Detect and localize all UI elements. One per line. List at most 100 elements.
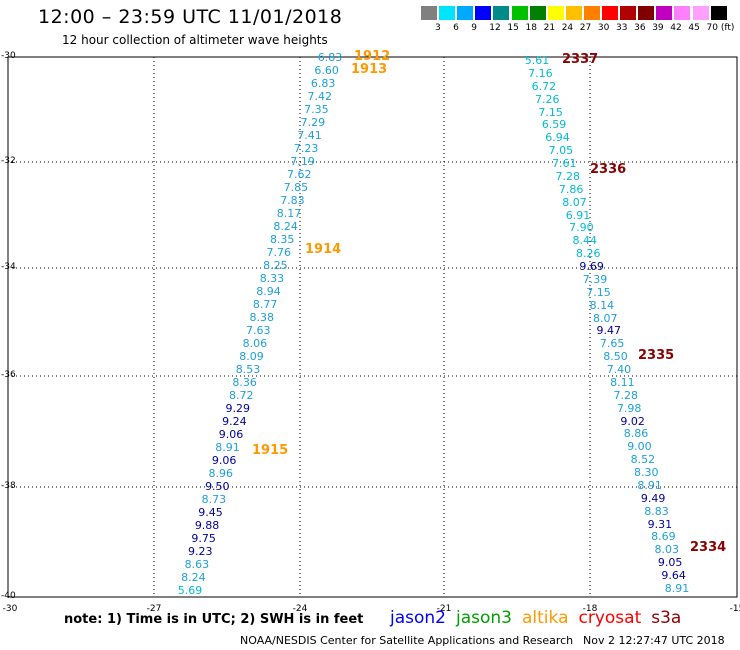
generated-timestamp: Nov 2 12:27:47 UTC 2018 [583,634,725,647]
color-swatch [620,6,637,20]
pass-number-label: 2334 [690,540,727,555]
wave-height-value: 9.49 [640,491,666,505]
color-scale-label: 39 [652,23,664,33]
wave-height-value: 7.40 [606,363,632,377]
wave-height-value: 7.62 [287,168,312,181]
wave-height-value: 7.16 [528,66,553,80]
wave-height-value: 8.38 [249,311,274,324]
wave-height-value: 8.72 [228,389,254,402]
wave-height-value: 7.63 [246,324,271,337]
wave-height-value: 9.69 [579,260,604,274]
color-swatch [457,6,474,20]
wave-height-value: 8.91 [664,582,690,595]
wave-height-value: 8.91 [637,478,662,492]
wave-height-value: 8.03 [654,543,680,557]
pass-number-label: 1914 [305,242,342,257]
longitude-label: -15 [729,604,740,614]
color-swatch [602,6,618,20]
wave-height-value: 7.05 [548,144,574,158]
wave-height-value: 8.94 [256,285,281,298]
wave-height-value: 8.09 [239,350,264,363]
wave-height-value: 8.06 [242,337,268,350]
wave-height-value: 8.96 [208,467,233,480]
longitude-label: -18 [582,604,598,614]
wave-height-value: 9.64 [661,569,686,583]
wave-height-value: 7.23 [293,142,319,155]
color-scale-label: 33 [616,23,628,33]
color-swatch [529,6,546,20]
color-swatch [439,6,456,20]
wave-height-value: 8.50 [603,350,628,364]
wave-height-value: 9.00 [627,440,652,454]
legend-jason3: jason3 [456,608,512,628]
wave-height-value: 8.77 [252,298,278,311]
wave-height-value: 8.26 [575,247,601,261]
wave-height-value: 7.86 [558,182,584,196]
color-swatch [511,6,528,20]
longitude-label: -30 [2,604,18,614]
color-scale-label: 70 (ft) [706,23,735,33]
wave-height-value: 8.30 [634,466,659,480]
color-swatch [493,6,510,20]
wave-height-value: 8.91 [215,441,240,454]
color-scale-label: 9 [471,23,477,33]
latitude-label: -30 [1,51,16,61]
wave-height-value: 8.63 [184,558,210,571]
wave-height-value: 8.14 [589,298,615,312]
pass-number-label: 2337 [562,52,599,67]
wave-height-value: 8.69 [651,530,676,544]
color-scale-label: 24 [561,23,574,33]
wave-height-value: 9.31 [647,517,673,531]
color-swatch [475,6,492,20]
wave-height-value: 6.72 [531,79,557,93]
wave-height-value: 8.73 [201,493,227,506]
color-scale-label: 3 [435,23,441,33]
wave-height-value: 6.83 [317,51,343,64]
longitude-label: -27 [146,604,162,614]
pass-number-label: 1912 [354,49,391,64]
wave-height-value: 7.15 [586,285,611,299]
color-swatch [547,6,564,20]
wave-height-value: 7.28 [555,169,580,183]
wave-height-value: 9.23 [187,545,213,558]
legend-cryosat: cryosat [578,608,642,628]
wave-height-value: 7.26 [534,92,560,106]
wave-height-value: 8.07 [593,311,618,325]
lat-lon-grid [8,57,737,597]
color-scale-label: 18 [525,23,537,33]
wave-height-value: 6.83 [310,77,336,90]
latitude-label: -34 [1,262,16,272]
color-swatch [565,6,582,20]
wave-height-value: 7.76 [266,246,292,259]
longitude-label: -21 [436,604,452,614]
wave-height-value: 9.29 [225,402,251,415]
plot-border [7,56,738,598]
wave-height-value: 7.61 [552,157,577,171]
color-swatch [674,6,691,20]
color-scale-label: 30 [597,23,610,33]
pass-number-label: 2335 [638,348,675,363]
page-title: 12:00 – 23:59 UTC 11/01/2018 [38,6,343,28]
wave-height-value: 8.36 [232,376,257,389]
legend-altika: altika [522,608,569,628]
wave-height-value: 8.25 [263,259,288,272]
wave-height-value: 7.19 [290,155,315,168]
color-scale-label: 12 [489,23,501,33]
wave-height-value: 8.33 [259,272,285,285]
wave-height-value: 6.59 [541,118,567,132]
color-scale-label: 45 [688,23,700,33]
wave-height-value: 8.11 [610,375,635,389]
longitude-label: -24 [292,604,308,614]
color-swatch [710,6,727,20]
wave-height-value: 9.06 [218,428,244,441]
satellite-legend: jason2 jason3 altika cryosat s3a [390,608,691,628]
pass-number-label: 1915 [252,443,289,458]
wave-height-value: 8.44 [572,234,598,248]
wave-height-value: 6.94 [545,131,570,145]
wave-height-value: 8.83 [644,504,669,518]
color-scale-label: 36 [634,23,646,33]
wave-height-value: 7.83 [280,194,305,207]
wave-height-value: 9.06 [211,454,237,467]
wave-height-value: 7.98 [616,401,642,415]
color-scale-label: 21 [543,23,556,33]
